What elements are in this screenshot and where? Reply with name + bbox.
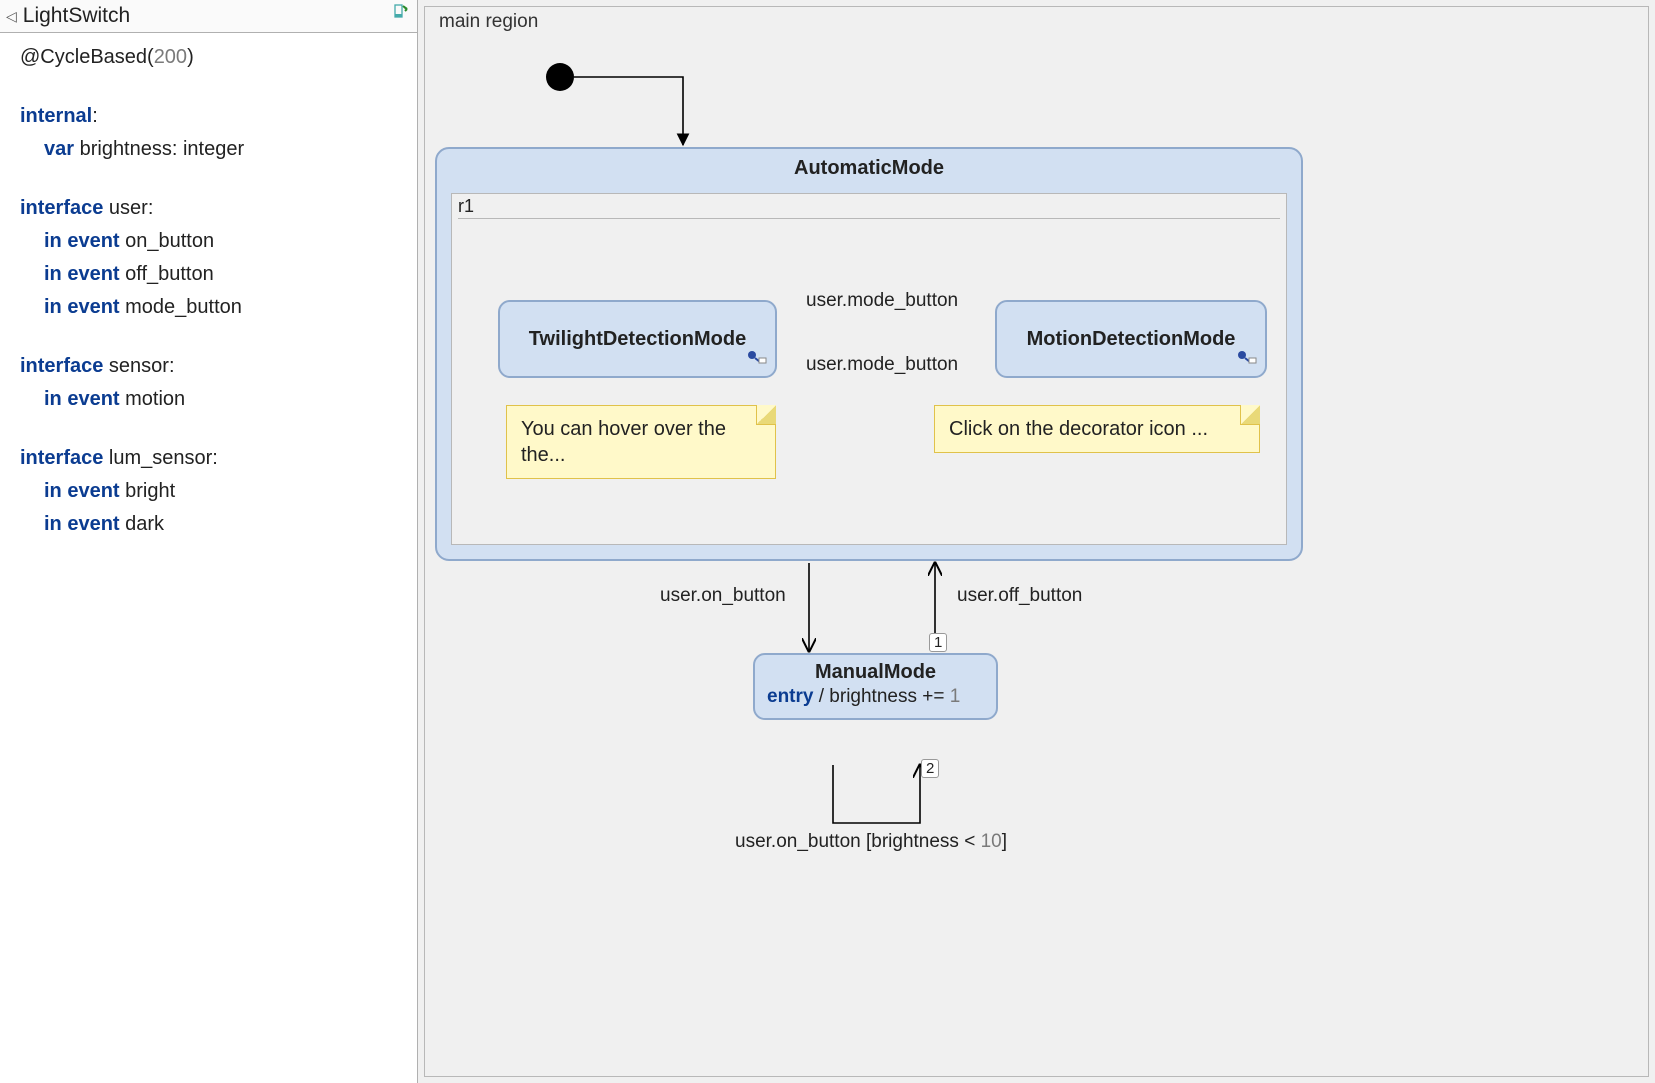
main-region[interactable]: main region xyxy=(424,6,1649,1077)
trans-manual-to-auto-label[interactable]: user.off_button xyxy=(957,585,1082,607)
transition-priority-1: 1 xyxy=(929,633,947,652)
trans-auto-to-manual-label[interactable]: user.on_button xyxy=(660,585,786,607)
subdiagram-decorator-icon[interactable] xyxy=(1237,347,1257,370)
note-hover-text: You can hover over the the... xyxy=(521,418,726,466)
state-automatic-mode[interactable]: AutomaticMode r1 TwilightDetectionMode xyxy=(435,147,1303,561)
ev-mode-button: in event mode_button xyxy=(20,291,401,324)
subdiagram-decorator-icon[interactable] xyxy=(747,347,767,370)
iface-user-header: interface user: xyxy=(20,192,401,225)
trans-manual-self-label[interactable]: user.on_button [brightness < 10] xyxy=(735,831,1007,853)
state-automatic-mode-title: AutomaticMode xyxy=(437,149,1301,188)
transition-priority-2: 2 xyxy=(921,759,939,778)
definition-code[interactable]: @CycleBased(200) internal: var brightnes… xyxy=(0,33,417,549)
annotation-line: @CycleBased(200) xyxy=(20,41,401,74)
panel-header: ◁ LightSwitch xyxy=(0,0,417,33)
state-manual-mode[interactable]: ManualMode entry / brightness += 1 xyxy=(753,653,998,720)
note-decorator-text: Click on the decorator icon ... xyxy=(949,418,1208,440)
state-twilight-title: TwilightDetectionMode xyxy=(529,328,746,351)
statechart-title: LightSwitch xyxy=(23,4,130,28)
ev-on-button: in event on_button xyxy=(20,225,401,258)
ev-bright: in event bright xyxy=(20,475,401,508)
note-hover[interactable]: You can hover over the the... xyxy=(506,405,776,479)
note-fold-icon xyxy=(756,405,776,425)
internal-header: internal: xyxy=(20,100,401,133)
state-twilight-detection-mode[interactable]: TwilightDetectionMode xyxy=(498,300,777,378)
collapse-left-icon[interactable]: ◁ xyxy=(6,8,17,25)
definition-panel: ◁ LightSwitch @CycleBased(200) internal:… xyxy=(0,0,418,1083)
state-manual-mode-title: ManualMode xyxy=(767,661,984,684)
ev-dark: in event dark xyxy=(20,508,401,541)
iface-sensor-header: interface sensor: xyxy=(20,350,401,383)
region-r1[interactable]: r1 TwilightDetectionMode xyxy=(451,193,1287,545)
main-region-label: main region xyxy=(439,11,538,33)
var-brightness: var brightness: integer xyxy=(20,133,401,166)
ev-off-button: in event off_button xyxy=(20,258,401,291)
note-decorator[interactable]: Click on the decorator icon ... xyxy=(934,405,1260,453)
state-manual-entry-action: entry / brightness += 1 xyxy=(767,686,984,708)
diagram-canvas[interactable]: main region xyxy=(418,0,1655,1083)
initial-main-icon xyxy=(546,63,574,91)
iface-lum-header: interface lum_sensor: xyxy=(20,442,401,475)
region-r1-label: r1 xyxy=(458,196,1280,219)
state-motion-title: MotionDetectionMode xyxy=(1027,328,1236,351)
trans-motion-to-twilight-label[interactable]: user.mode_button xyxy=(806,290,958,312)
trans-twilight-to-motion-label[interactable]: user.mode_button xyxy=(806,354,958,376)
note-fold-icon xyxy=(1240,405,1260,425)
pin-icon[interactable] xyxy=(391,4,409,28)
state-motion-detection-mode[interactable]: MotionDetectionMode xyxy=(995,300,1267,378)
ev-motion: in event motion xyxy=(20,383,401,416)
